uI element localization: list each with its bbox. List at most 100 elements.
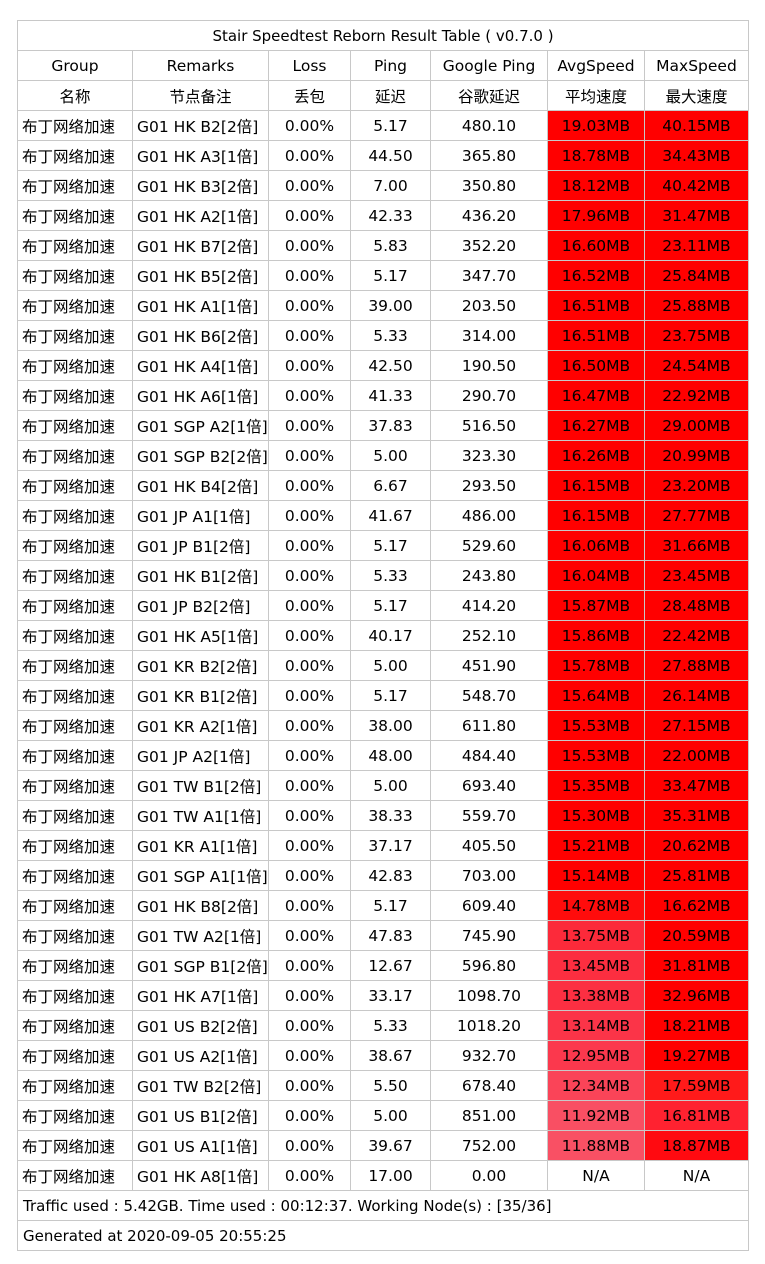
cell-ping: 5.33: [350, 1010, 431, 1041]
table-row: 布丁网络加速 G01 HK A3[1倍] 0.00% 44.50 365.80 18.78…: [17, 140, 749, 171]
cell-google-ping: 0.00: [430, 1160, 548, 1191]
header-ping: Ping: [350, 50, 431, 81]
cell-ping: 5.83: [350, 230, 431, 261]
cell-loss: 0.00%: [268, 800, 351, 831]
cell-remarks: G01 KR B1[2倍]: [132, 680, 269, 711]
cell-loss: 0.00%: [268, 290, 351, 321]
header-group: Group: [17, 50, 133, 81]
cell-loss: 0.00%: [268, 140, 351, 171]
table-row: 布丁网络加速 G01 JP B2[2倍] 0.00% 5.17 414.20 15.87M…: [17, 590, 749, 621]
table-row: 布丁网络加速 G01 KR A1[1倍] 0.00% 37.17 405.50 15.21…: [17, 830, 749, 861]
table-row: 布丁网络加速 G01 HK B4[2倍] 0.00% 6.67 293.50 16.15M…: [17, 470, 749, 501]
cell-ping: 5.50: [350, 1070, 431, 1101]
cell-google-ping: 243.80: [430, 560, 548, 591]
cell-ping: 7.00: [350, 170, 431, 201]
cell-ping: 39.67: [350, 1130, 431, 1161]
cell-remarks: G01 US B2[2倍]: [132, 1010, 269, 1041]
table-row: 布丁网络加速 G01 US B1[2倍] 0.00% 5.00 851.00 11.92M…: [17, 1100, 749, 1131]
cell-google-ping: 752.00: [430, 1130, 548, 1161]
cell-group: 布丁网络加速: [17, 980, 133, 1011]
cell-google-ping: 486.00: [430, 500, 548, 531]
cell-avg-speed: 16.51MB: [547, 290, 645, 321]
cell-max-speed: 32.96MB: [644, 980, 749, 1011]
cell-ping: 5.17: [350, 530, 431, 561]
cell-avg-speed: 11.88MB: [547, 1130, 645, 1161]
cell-ping: 38.67: [350, 1040, 431, 1071]
cell-max-speed: 27.88MB: [644, 650, 749, 681]
cell-max-speed: 29.00MB: [644, 410, 749, 441]
cell-google-ping: 484.40: [430, 740, 548, 771]
cell-loss: 0.00%: [268, 1160, 351, 1191]
cell-max-speed: 33.47MB: [644, 770, 749, 801]
cell-max-speed: 34.43MB: [644, 140, 749, 171]
cell-ping: 38.00: [350, 710, 431, 741]
cell-loss: 0.00%: [268, 710, 351, 741]
cell-group: 布丁网络加速: [17, 1010, 133, 1041]
cell-max-speed: 40.15MB: [644, 110, 749, 141]
cell-avg-speed: 14.78MB: [547, 890, 645, 921]
cell-ping: 5.00: [350, 650, 431, 681]
result-table: Stair Speedtest Reborn Result Table ( v0…: [17, 20, 749, 1251]
cell-google-ping: 693.40: [430, 770, 548, 801]
table-row: 布丁网络加速 G01 HK A8[1倍] 0.00% 17.00 0.00 N/A N/A: [17, 1160, 749, 1191]
cell-remarks: G01 SGP B2[2倍]: [132, 440, 269, 471]
cell-remarks: G01 KR A1[1倍]: [132, 830, 269, 861]
cell-max-speed: 17.59MB: [644, 1070, 749, 1101]
table-row: 布丁网络加速 G01 HK B1[2倍] 0.00% 5.33 243.80 16.04M…: [17, 560, 749, 591]
table-row: 布丁网络加速 G01 HK B3[2倍] 0.00% 7.00 350.80 18.12M…: [17, 170, 749, 201]
cell-ping: 5.17: [350, 890, 431, 921]
cell-google-ping: 314.00: [430, 320, 548, 351]
cell-loss: 0.00%: [268, 830, 351, 861]
cell-ping: 5.33: [350, 320, 431, 351]
cell-max-speed: N/A: [644, 1160, 749, 1191]
cell-loss: 0.00%: [268, 170, 351, 201]
cell-remarks: G01 HK A1[1倍]: [132, 290, 269, 321]
cell-loss: 0.00%: [268, 260, 351, 291]
cell-remarks: G01 HK B7[2倍]: [132, 230, 269, 261]
cell-remarks: G01 HK B3[2倍]: [132, 170, 269, 201]
cell-max-speed: 16.81MB: [644, 1100, 749, 1131]
cell-group: 布丁网络加速: [17, 530, 133, 561]
cell-avg-speed: 15.64MB: [547, 680, 645, 711]
table-row: 布丁网络加速 G01 HK A7[1倍] 0.00% 33.17 1098.70 13.3…: [17, 980, 749, 1011]
cell-avg-speed: 15.53MB: [547, 740, 645, 771]
cell-loss: 0.00%: [268, 410, 351, 441]
cell-google-ping: 347.70: [430, 260, 548, 291]
cell-ping: 44.50: [350, 140, 431, 171]
cell-loss: 0.00%: [268, 770, 351, 801]
cell-remarks: G01 HK A4[1倍]: [132, 350, 269, 381]
cell-remarks: G01 JP A2[1倍]: [132, 740, 269, 771]
cell-google-ping: 451.90: [430, 650, 548, 681]
cell-google-ping: 851.00: [430, 1100, 548, 1131]
cell-ping: 33.17: [350, 980, 431, 1011]
cell-google-ping: 252.10: [430, 620, 548, 651]
cell-ping: 38.33: [350, 800, 431, 831]
cell-google-ping: 436.20: [430, 200, 548, 231]
cell-loss: 0.00%: [268, 1130, 351, 1161]
cell-remarks: G01 HK A2[1倍]: [132, 200, 269, 231]
cell-google-ping: 350.80: [430, 170, 548, 201]
cell-loss: 0.00%: [268, 530, 351, 561]
cell-google-ping: 1098.70: [430, 980, 548, 1011]
table-row: 布丁网络加速 G01 US A1[1倍] 0.00% 39.67 752.00 11.88…: [17, 1130, 749, 1161]
generated-row: Generated at 2020-09-05 20:55:25: [17, 1220, 749, 1251]
cell-avg-speed: 19.03MB: [547, 110, 645, 141]
table-row: 布丁网络加速 G01 US A2[1倍] 0.00% 38.67 932.70 12.95…: [17, 1040, 749, 1071]
cell-google-ping: 480.10: [430, 110, 548, 141]
cell-max-speed: 25.88MB: [644, 290, 749, 321]
header-ping-cn: 延迟: [350, 80, 431, 111]
cell-ping: 5.17: [350, 110, 431, 141]
table-row: 布丁网络加速 G01 TW A2[1倍] 0.00% 47.83 745.90 13.75…: [17, 920, 749, 951]
cell-remarks: G01 SGP A1[1倍]: [132, 860, 269, 891]
cell-ping: 39.00: [350, 290, 431, 321]
cell-loss: 0.00%: [268, 500, 351, 531]
cell-google-ping: 596.80: [430, 950, 548, 981]
cell-group: 布丁网络加速: [17, 680, 133, 711]
cell-google-ping: 932.70: [430, 1040, 548, 1071]
cell-loss: 0.00%: [268, 920, 351, 951]
cell-remarks: G01 HK B4[2倍]: [132, 470, 269, 501]
cell-avg-speed: 18.12MB: [547, 170, 645, 201]
cell-group: 布丁网络加速: [17, 1130, 133, 1161]
cell-remarks: G01 KR B2[2倍]: [132, 650, 269, 681]
cell-group: 布丁网络加速: [17, 650, 133, 681]
